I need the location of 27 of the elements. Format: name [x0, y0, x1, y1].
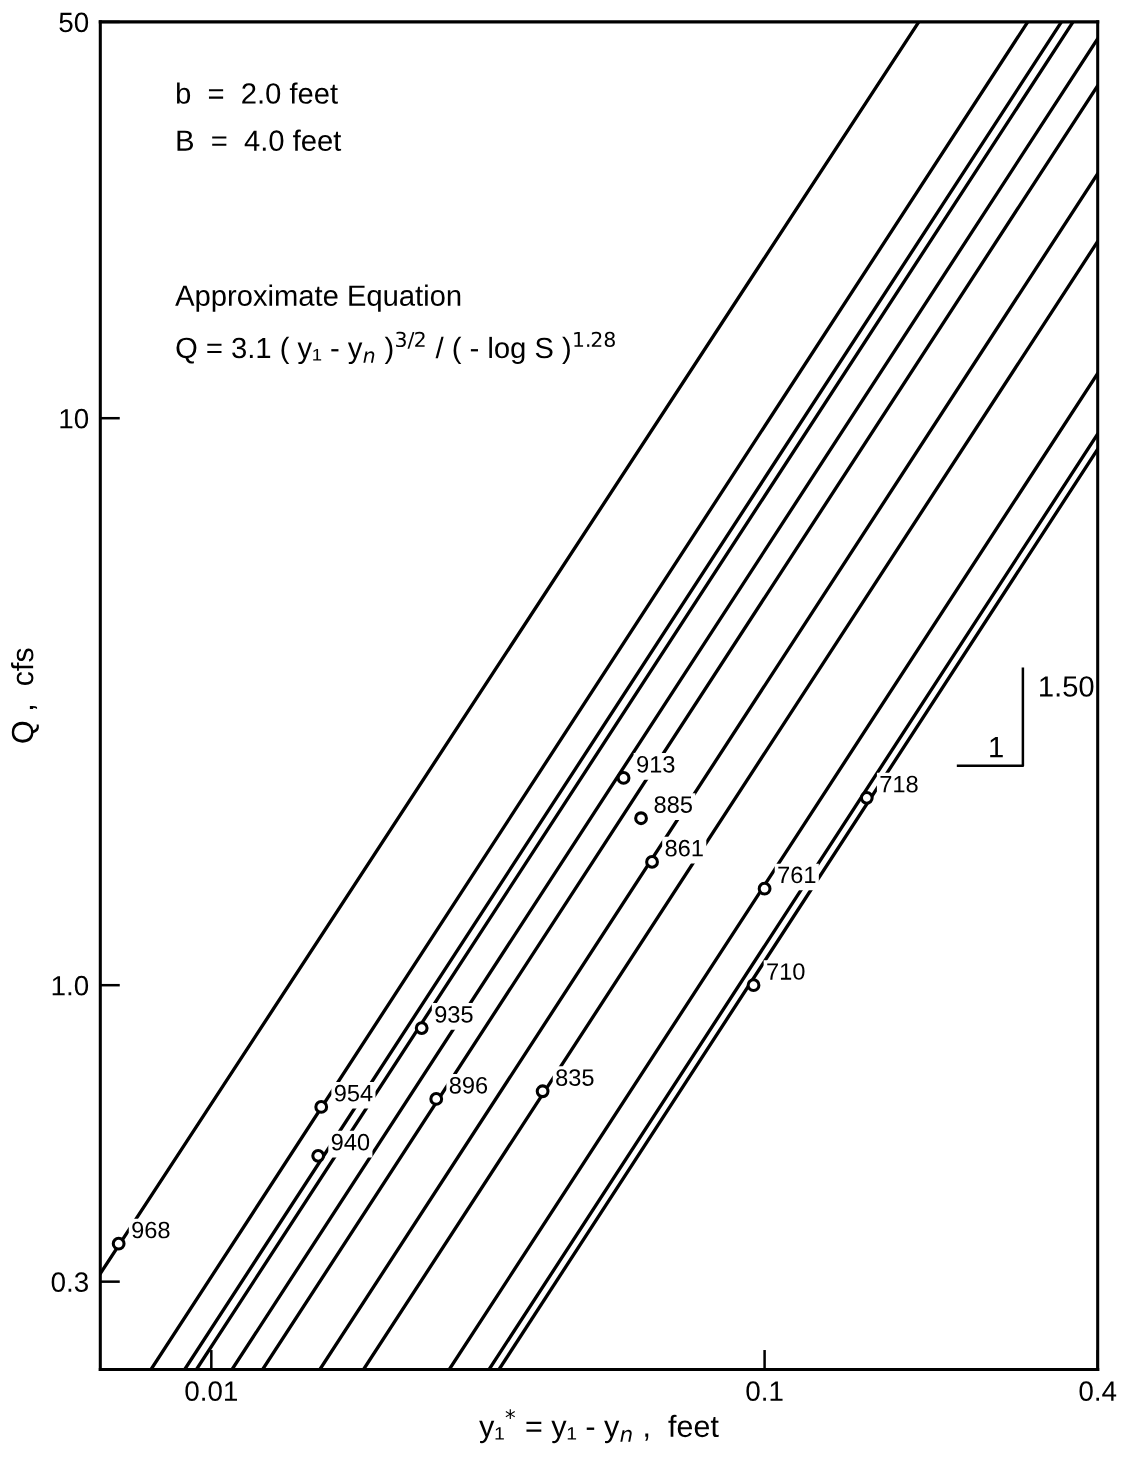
x-axis-title: y₁$^{*}$ = y₁ - y$_{n}$ , feet	[479, 1409, 719, 1444]
annotation: 1	[990, 737, 1003, 758]
annotation: b = 2.0 feet	[176, 82, 338, 104]
y-axis-title: Q , cfs	[11, 648, 39, 743]
annotation: 861	[665, 839, 703, 857]
annotation: 885	[654, 796, 692, 813]
annotation: Approximate Equation	[175, 284, 461, 312]
y-tick-label: 1.0	[52, 975, 89, 996]
annotation: 896	[449, 1076, 488, 1094]
x-tick-label: 0.01	[185, 1381, 237, 1401]
annotation: 968	[132, 1221, 170, 1239]
x-tick-label: 0.1	[746, 1381, 783, 1401]
y-tick-label: 0.3	[51, 1272, 88, 1292]
annotation: B = 4.0 feet	[177, 129, 342, 152]
annotation: 835	[556, 1069, 594, 1086]
annotation: 913	[637, 755, 675, 773]
x-tick-label: 0.4	[1079, 1381, 1117, 1401]
annotation: 710	[767, 963, 805, 980]
y-tick-label: 50	[59, 12, 89, 33]
annotation: 935	[435, 1006, 473, 1023]
annotation: 1.50	[1040, 676, 1094, 697]
annotation: 761	[778, 866, 816, 884]
annotation: 940	[331, 1133, 370, 1151]
y-tick-label: 10	[60, 408, 89, 429]
annotation: Q = 3.1 ( y₁ - y$_{n}$ )$^{3/2}$ / ( - log S )$^{1.28}$	[176, 331, 615, 365]
annotation: 718	[880, 775, 918, 793]
annotation: 954	[334, 1084, 373, 1102]
